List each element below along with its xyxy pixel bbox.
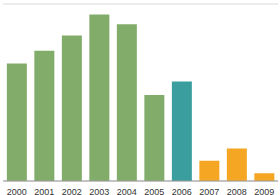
- svg-text:2002: 2002: [62, 187, 82, 195]
- svg-text:2003: 2003: [89, 187, 109, 195]
- svg-text:2009: 2009: [254, 187, 272, 195]
- svg-text:2000: 2000: [8, 187, 27, 195]
- svg-text:2007: 2007: [199, 187, 219, 195]
- svg-text:2001: 2001: [34, 187, 54, 195]
- svg-text:2008: 2008: [227, 187, 247, 195]
- svg-text:2006: 2006: [172, 187, 192, 195]
- svg-text:2004: 2004: [117, 187, 137, 195]
- svg-text:2005: 2005: [144, 187, 164, 195]
